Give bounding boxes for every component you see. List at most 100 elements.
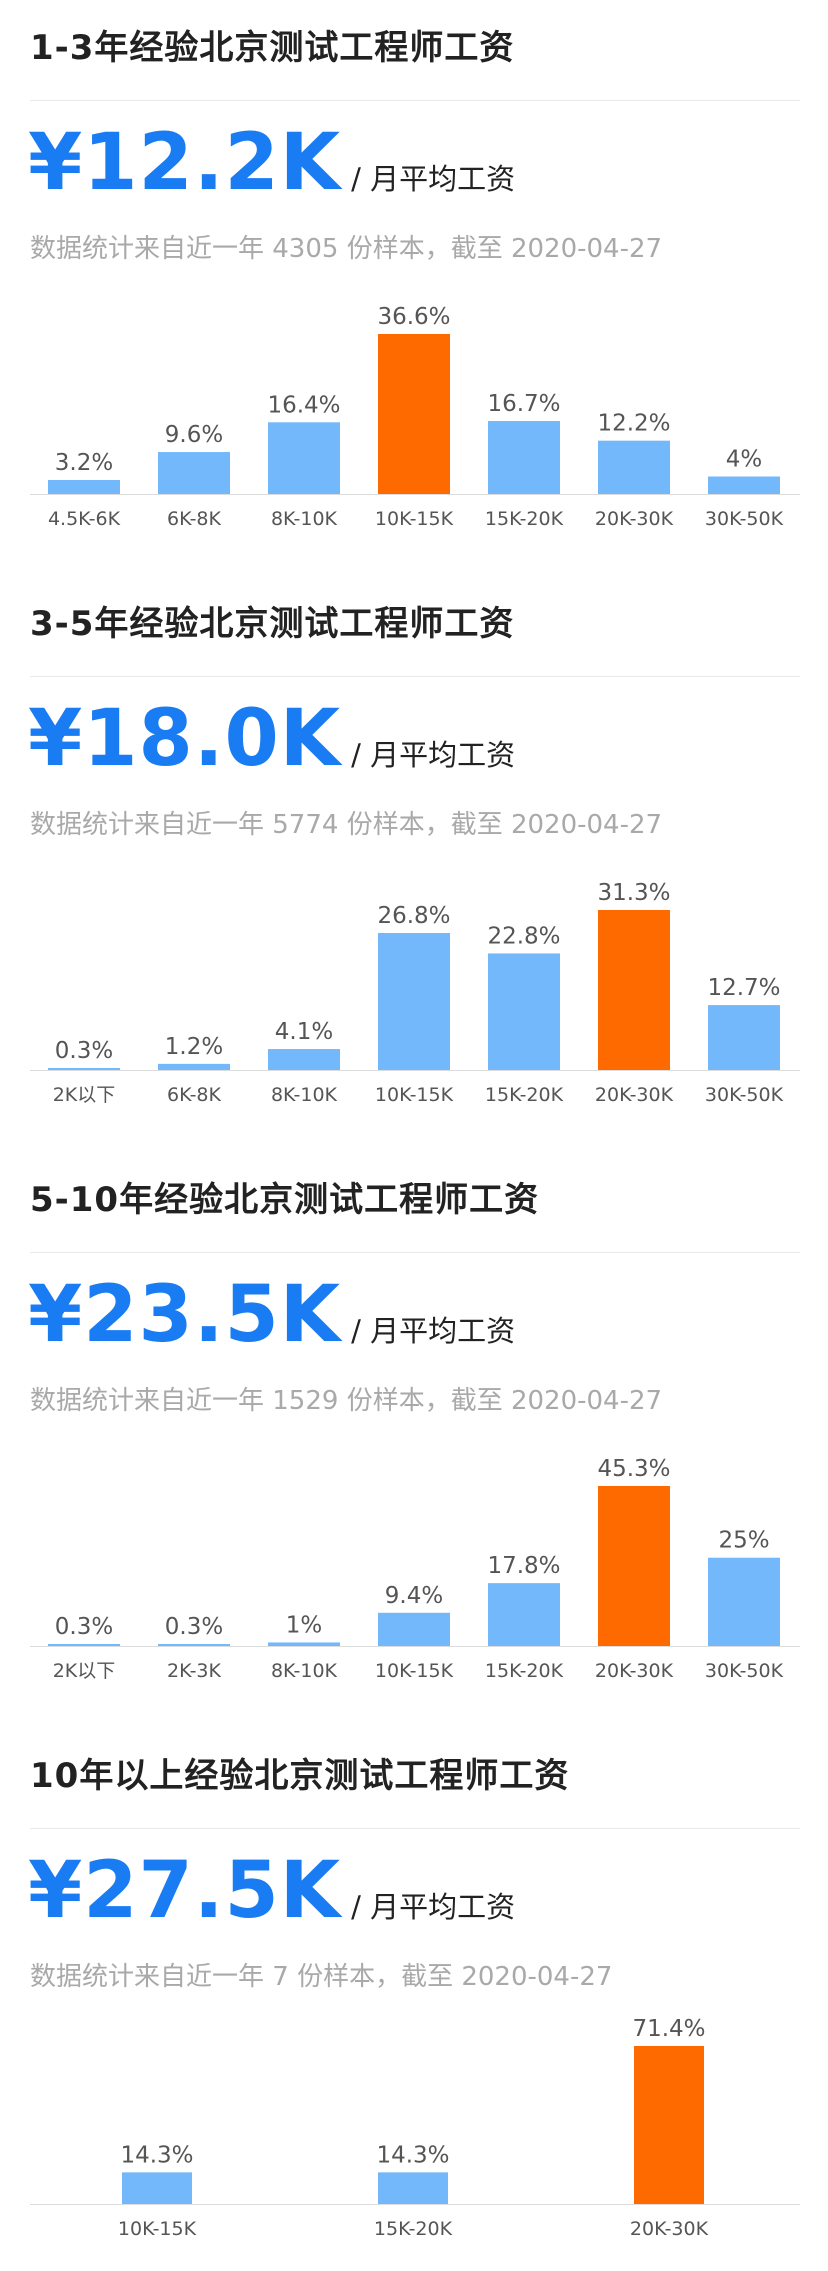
category-label: 30K-50K (705, 508, 784, 530)
sample-note: 数据统计来自近一年 5774 份样本，截至 2020-04-27 (30, 810, 663, 840)
bar-value-label: 9.4% (385, 1583, 443, 1609)
bar (122, 2172, 192, 2204)
category-label: 10K-15K (375, 1660, 454, 1682)
category-label: 10K-15K (118, 2218, 197, 2240)
average-salary: ¥18.0K / 月平均工资 (28, 694, 515, 784)
sample-note: 数据统计来自近一年 1529 份样本，截至 2020-04-27 (30, 1386, 663, 1416)
category-label: 8K-10K (271, 508, 338, 530)
bar-value-label: 36.6% (377, 304, 450, 330)
bar-value-label: 0.3% (55, 1614, 113, 1640)
bar (598, 1486, 670, 1646)
salary-section-10-plus-years: 10年以上经验北京测试工程师工资 ¥27.5K / 月平均工资 数据统计来自近一… (0, 1728, 828, 2271)
bar-value-label: 3.2% (55, 450, 113, 476)
category-label: 30K-50K (705, 1084, 784, 1106)
bar (268, 422, 340, 494)
category-label: 2K以下 (53, 1660, 116, 1682)
category-label: 2K以下 (53, 1084, 116, 1106)
salary-value: ¥23.5K (28, 1270, 342, 1360)
bar (634, 2046, 704, 2204)
category-label: 15K-20K (374, 2218, 453, 2240)
bar-value-label: 4.1% (275, 1019, 333, 1045)
bar-value-label: 22.8% (487, 923, 560, 949)
average-salary: ¥23.5K / 月平均工资 (28, 1270, 515, 1360)
salary-unit: / 月平均工资 (351, 738, 516, 772)
bar (488, 953, 560, 1070)
category-label: 30K-50K (705, 1660, 784, 1682)
category-label: 2K-3K (167, 1660, 221, 1682)
category-label: 4.5K-6K (48, 508, 121, 530)
salary-unit: / 月平均工资 (351, 1314, 516, 1348)
salary-unit: / 月平均工资 (351, 162, 516, 196)
average-salary: ¥27.5K / 月平均工资 (28, 1846, 515, 1936)
salary-distribution-chart: 14.3% 10K-15K 14.3% 15K-20K 71.4% 20K-30K (30, 2018, 800, 2240)
salary-unit: / 月平均工资 (351, 1890, 516, 1924)
bar (268, 1049, 340, 1070)
salary-value: ¥27.5K (28, 1846, 342, 1936)
category-label: 20K-30K (595, 1084, 674, 1106)
category-label: 20K-30K (595, 508, 674, 530)
salary-distribution-chart: 0.3% 2K以下 1.2% 6K-8K 4.1% 8K-10K 26.8% 10K-15K 2… (30, 880, 800, 1106)
category-label: 15K-20K (485, 1660, 564, 1682)
category-label: 15K-20K (485, 508, 564, 530)
bar-value-label: 14.3% (120, 2142, 193, 2168)
sample-note: 数据统计来自近一年 7 份样本，截至 2020-04-27 (30, 1962, 613, 1992)
bar-value-label: 16.7% (487, 391, 560, 417)
bar-value-label: 0.3% (55, 1038, 113, 1064)
bar-value-label: 14.3% (376, 2142, 449, 2168)
average-salary: ¥12.2K / 月平均工资 (28, 118, 515, 208)
bar-value-label: 12.7% (707, 975, 780, 1001)
bar (708, 1005, 780, 1070)
section-title: 10年以上经验北京测试工程师工资 (30, 1756, 570, 1796)
bar-value-label: 1.2% (165, 1034, 223, 1060)
sample-note: 数据统计来自近一年 4305 份样本，截至 2020-04-27 (30, 234, 663, 264)
category-label: 8K-10K (271, 1660, 338, 1682)
salary-value: ¥12.2K (28, 118, 342, 208)
salary-distribution-chart: 0.3% 2K以下 0.3% 2K-3K 1% 8K-10K 9.4% 10K-15K 17.8… (30, 1456, 800, 1682)
bar (48, 1644, 120, 1646)
salary-section-1-3-years: 1-3年经验北京测试工程师工资 ¥12.2K / 月平均工资 数据统计来自近一年… (0, 0, 828, 576)
salary-distribution-chart: 3.2% 4.5K-6K 9.6% 6K-8K 16.4% 8K-10K 36.6% 10K-… (30, 304, 800, 530)
bar-value-label: 0.3% (165, 1614, 223, 1640)
section-title: 1-3年经验北京测试工程师工资 (30, 28, 515, 68)
bar-value-label: 1% (286, 1612, 323, 1638)
bar (378, 2172, 448, 2204)
bar (158, 1644, 230, 1646)
divider (30, 676, 800, 677)
category-label: 20K-30K (630, 2218, 709, 2240)
bar-value-label: 16.4% (267, 392, 340, 418)
bar (158, 452, 230, 494)
salary-section-5-10-years: 5-10年经验北京测试工程师工资 ¥23.5K / 月平均工资 数据统计来自近一… (0, 1152, 828, 1728)
bar (48, 480, 120, 494)
bar (708, 476, 780, 494)
bar (378, 334, 450, 494)
bar (158, 1063, 230, 1070)
bar-value-label: 17.8% (487, 1553, 560, 1579)
category-label: 10K-15K (375, 1084, 454, 1106)
section-title: 3-5年经验北京测试工程师工资 (30, 604, 515, 644)
bar-value-label: 12.2% (597, 411, 670, 437)
bar (378, 1612, 450, 1646)
bar-value-label: 26.8% (377, 903, 450, 929)
bar (598, 910, 670, 1070)
bar (488, 1583, 560, 1646)
bar-value-label: 71.4% (632, 2018, 705, 2042)
divider (30, 1252, 800, 1253)
bar (708, 1557, 780, 1646)
bar (268, 1642, 340, 1646)
bar-value-label: 31.3% (597, 880, 670, 906)
category-label: 10K-15K (375, 508, 454, 530)
bar (598, 440, 670, 494)
bar-value-label: 25% (718, 1528, 769, 1554)
salary-section-3-5-years: 3-5年经验北京测试工程师工资 ¥18.0K / 月平均工资 数据统计来自近一年… (0, 576, 828, 1152)
section-title: 5-10年经验北京测试工程师工资 (30, 1180, 540, 1220)
category-label: 6K-8K (167, 508, 221, 530)
category-label: 20K-30K (595, 1660, 674, 1682)
bar (488, 420, 560, 494)
bar-value-label: 4% (726, 447, 763, 473)
salary-value: ¥18.0K (28, 694, 342, 784)
divider (30, 100, 800, 101)
bar-value-label: 45.3% (597, 1456, 670, 1482)
bar-value-label: 9.6% (165, 422, 223, 448)
bar (378, 933, 450, 1070)
